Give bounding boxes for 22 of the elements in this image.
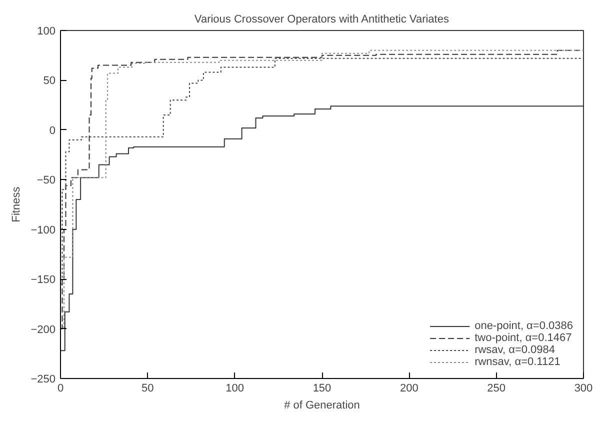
y-tick-label: 100 bbox=[37, 26, 56, 38]
legend-label: rwnsav, α=0.1121 bbox=[474, 356, 560, 368]
x-tick-label: 150 bbox=[312, 382, 332, 394]
legend-label: two-point, α=0.1467 bbox=[474, 332, 572, 344]
y-tick-label: 0 bbox=[49, 124, 56, 137]
chart-title: Various Crossover Operators with Antithetic Variates bbox=[194, 14, 450, 26]
y-tick-label: −200 bbox=[30, 324, 56, 336]
legend-label: rwsav, α=0.0984 bbox=[474, 344, 556, 356]
x-axis-title: # of Generation bbox=[284, 400, 360, 412]
x-tick-label: 250 bbox=[487, 382, 506, 394]
x-tick-label: 100 bbox=[226, 382, 244, 394]
x-tick-label: 0 bbox=[57, 382, 64, 394]
y-tick-label: 50 bbox=[43, 75, 56, 88]
x-tick-label: 200 bbox=[400, 382, 418, 394]
y-tick-label: −150 bbox=[30, 274, 56, 286]
y-tick-label: −50 bbox=[36, 174, 56, 187]
y-tick-label: −100 bbox=[30, 224, 56, 236]
legend-label: one-point, α=0.0386 bbox=[474, 320, 573, 332]
x-tick-label: 300 bbox=[574, 382, 593, 394]
x-tick-label: 50 bbox=[142, 382, 154, 394]
y-axis-title: Fitness bbox=[10, 186, 23, 222]
y-tick-label: −250 bbox=[30, 374, 56, 386]
